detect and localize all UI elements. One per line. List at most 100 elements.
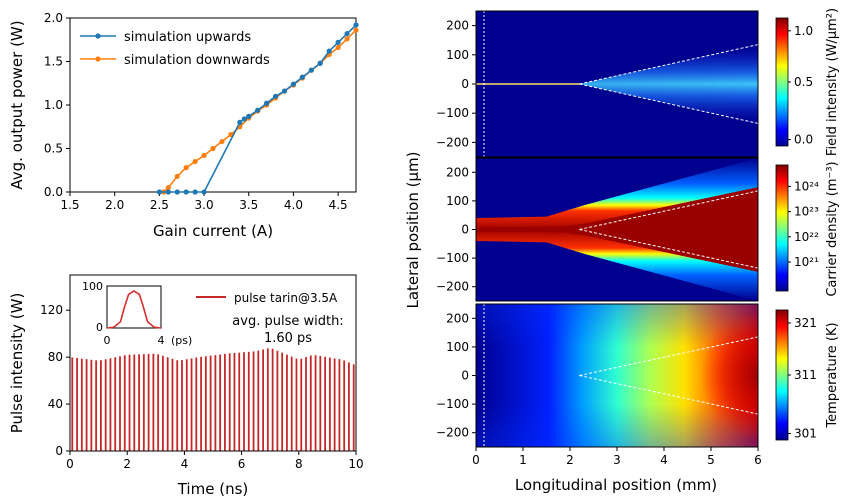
carrier-density-taper-guides <box>579 190 759 269</box>
series-point-downwards <box>183 165 189 171</box>
x-tick-label: 2 <box>123 457 131 471</box>
colorbar-tick-label: 1.0 <box>794 24 813 38</box>
y-tick-label: −200 <box>436 426 469 440</box>
gain-sweep-x-label: Gain current (A) <box>153 222 273 240</box>
gain-sweep-panel: 1.5 2.0 2.5 3.0 3.5 4.0 4.5 0.0 0.5 1.0 1.5 2.0 Ga… <box>8 11 359 240</box>
taper-guide-lower <box>579 83 759 124</box>
field-intensity-beam <box>476 44 758 124</box>
series-point-upwards <box>281 88 288 94</box>
series-point-upwards <box>290 81 297 87</box>
y-tick-label: 2.0 <box>44 11 63 25</box>
gain-sweep-y-label: Avg. output power (W) <box>8 20 26 189</box>
y-tick-label: 0 <box>461 223 469 237</box>
x-tick-label: 6 <box>238 457 246 471</box>
series-point-downwards <box>174 173 180 179</box>
x-tick-label: 6 <box>754 453 762 467</box>
series-point-downwards <box>165 185 171 191</box>
y-tick-label: −200 <box>436 135 469 149</box>
temperature-panel: 200 100 0 −100 −200 0 1 2 3 4 5 6 321 311 301 Temper… <box>436 303 840 467</box>
y-tick-label: 80 <box>48 350 63 364</box>
gain-sweep-y-ticks: 0.0 0.5 1.0 1.5 2.0 <box>44 11 70 199</box>
x-tick-label: 5 <box>707 453 715 467</box>
taper-guide-upper <box>579 44 759 85</box>
pulse-width-annotation-line1: avg. pulse width: <box>232 314 343 329</box>
series-point-upwards <box>272 93 279 99</box>
x-tick-label: 0 <box>66 457 74 471</box>
colorbar-tick-label: 10²³ <box>794 205 819 219</box>
pulse-train-x-label: Time (ns) <box>177 480 249 497</box>
inset-y-tick-top: 100 <box>82 280 103 293</box>
series-point-upwards <box>299 74 305 80</box>
colorbar-tick-label: 0.5 <box>794 75 813 89</box>
series-point-upwards <box>326 48 332 54</box>
series-point-upwards <box>255 107 261 113</box>
colorbar-tick-label: 321 <box>794 316 817 330</box>
y-tick-label: 0 <box>461 369 469 383</box>
y-tick-label: 0.5 <box>44 142 63 156</box>
temperature-y-ticks: 200 100 0 −100 −200 <box>436 311 476 440</box>
series-point-downwards <box>201 152 207 159</box>
pulse-width-annotation-line2: 1.60 ps <box>264 331 312 346</box>
inset-x-unit: (ps) <box>171 334 192 347</box>
y-tick-label: 0 <box>55 444 63 458</box>
colorbar-tick-label: 10²² <box>794 230 819 244</box>
y-tick-label: −100 <box>436 397 469 411</box>
series-point-upwards <box>241 116 247 122</box>
legend-marker-upwards <box>95 33 101 39</box>
y-tick-label: 200 <box>446 19 469 33</box>
colorbar-tick-label: 301 <box>794 427 817 441</box>
carrier-density-panel: 200 100 0 −100 −200 10²⁴ 10²³ 10²² 10²¹ Carrier… <box>436 157 840 302</box>
series-point-downwards <box>353 27 359 33</box>
x-tick-label: 1 <box>519 453 527 467</box>
field-intensity-beam-fill <box>579 44 758 124</box>
field-intensity-colorbar-label-text: Field intensity (W/μm²) <box>825 8 840 156</box>
legend-marker-downwards <box>95 56 101 62</box>
colorbar-tick-label: 10²¹ <box>794 255 819 269</box>
x-tick-label: 1.5 <box>60 198 79 212</box>
x-tick-label: 0 <box>472 453 480 467</box>
field-intensity-panel: 200 100 0 −100 −200 1.0 0.5 0.0 Field intensit… <box>436 8 840 158</box>
taper-guide-upper <box>579 336 759 376</box>
series-point-upwards <box>237 119 243 125</box>
carrier-density-colorbar-label: Carrier density (m⁻³) <box>825 161 840 296</box>
temperature-colorbar <box>775 309 789 441</box>
x-tick-label: 3.5 <box>239 198 258 212</box>
series-point-upwards <box>353 22 359 28</box>
x-tick-label: 2 <box>566 453 574 467</box>
field-intensity-y-ticks: 200 100 0 −100 −200 <box>436 19 476 149</box>
gain-sweep-series <box>156 22 359 195</box>
legend-label-pulse: pulse tarin@3.5A <box>234 291 338 305</box>
inset-x-tick-right: 4 <box>158 334 165 347</box>
series-point-upwards <box>246 113 252 119</box>
legend-label-downwards: simulation downwards <box>124 53 270 68</box>
taper-guide-lower <box>579 375 759 415</box>
series-point-upwards <box>174 189 180 195</box>
y-tick-label: 1.0 <box>44 98 63 112</box>
y-tick-label: 1.5 <box>44 55 63 69</box>
x-tick-label: 2.0 <box>105 198 124 212</box>
y-tick-label: 200 <box>446 165 469 179</box>
pulse-train-axes-frame <box>69 274 357 452</box>
temperature-hot-spot <box>630 304 758 447</box>
series-point-upwards <box>335 39 341 45</box>
carrier-density-colorbar-ticks: 10²⁴ 10²³ 10²² 10²¹ <box>788 179 819 269</box>
y-tick-label: 0.0 <box>44 185 63 199</box>
y-tick-label: 100 <box>446 340 469 354</box>
series-point-downwards <box>192 158 198 165</box>
colorbar-tick-label: 10²⁴ <box>794 179 819 193</box>
x-tick-label: 4.0 <box>284 198 303 212</box>
x-tick-label: 3.0 <box>195 198 214 212</box>
y-tick-label: 100 <box>446 48 469 62</box>
field-intensity-colorbar-label: Field intensity (W/μm²) <box>825 8 840 156</box>
carrier-density-y-ticks: 200 100 0 −100 −200 <box>436 165 476 294</box>
temperature-colorbar-ticks: 321 311 301 <box>788 316 817 441</box>
y-tick-label: 40 <box>48 397 63 411</box>
series-point-downwards <box>219 138 225 145</box>
temperature-x-ticks: 0 1 2 3 4 5 6 <box>472 447 762 467</box>
inset-pulse-curve <box>106 290 162 329</box>
colorbar-tick-label: 311 <box>794 368 817 382</box>
pulse-train-y-ticks: 0 40 80 120 <box>40 303 70 458</box>
series-point-upwards <box>317 60 323 66</box>
